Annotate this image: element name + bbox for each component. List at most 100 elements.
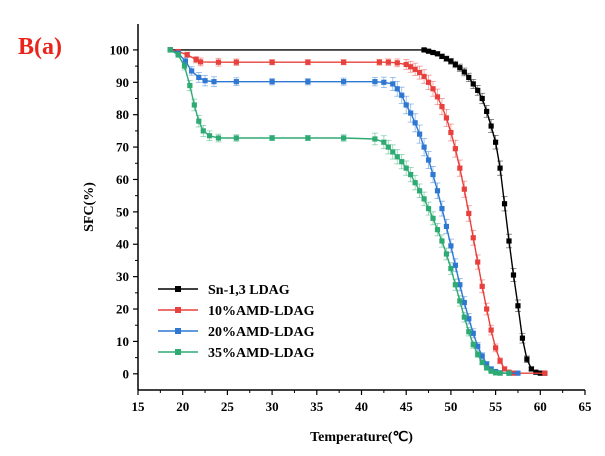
data-point — [376, 59, 382, 65]
x-tick-label: 25 — [221, 399, 235, 414]
data-point — [434, 188, 441, 194]
data-point — [269, 79, 275, 85]
data-point — [542, 370, 548, 376]
data-point — [417, 188, 423, 194]
legend-marker — [175, 349, 181, 355]
data-point — [394, 60, 400, 66]
y-tick-label: 10 — [116, 334, 129, 349]
data-point — [497, 358, 503, 364]
data-point — [233, 135, 239, 141]
y-tick-label: 70 — [116, 140, 129, 155]
data-point — [175, 52, 181, 58]
y-tick-label: 100 — [110, 42, 130, 57]
plot-area — [167, 47, 548, 376]
data-point — [421, 196, 427, 202]
series-4 — [167, 47, 512, 376]
x-tick-label: 30 — [266, 399, 279, 414]
data-point — [408, 110, 414, 116]
data-point — [425, 79, 432, 85]
data-point — [189, 68, 195, 74]
data-point — [187, 82, 193, 89]
data-point — [196, 74, 202, 81]
data-point — [197, 59, 204, 65]
data-point — [510, 272, 517, 278]
data-point — [215, 135, 222, 141]
data-point — [501, 201, 508, 207]
data-point — [461, 314, 467, 320]
y-tick-label: 20 — [116, 302, 129, 317]
x-tick-label: 60 — [534, 399, 547, 414]
data-point — [390, 149, 396, 155]
data-point — [497, 165, 503, 171]
data-point — [452, 262, 458, 268]
data-point — [430, 86, 436, 92]
data-point — [470, 330, 476, 336]
data-point — [488, 123, 494, 129]
data-point — [448, 58, 454, 64]
data-point — [211, 79, 217, 85]
data-point — [430, 215, 436, 221]
data-point — [191, 102, 197, 108]
y-tick-label: 0 — [123, 366, 130, 381]
data-point — [466, 316, 472, 322]
data-point — [193, 57, 199, 63]
data-point — [448, 129, 454, 136]
data-point — [305, 79, 311, 85]
data-point — [475, 351, 481, 357]
data-point — [182, 58, 188, 64]
legend-item: 35%AMD-LDAG — [158, 346, 315, 361]
data-point — [269, 59, 275, 65]
data-point — [394, 154, 400, 160]
data-point — [533, 369, 539, 375]
data-point — [501, 366, 508, 372]
legend-label: 10%AMD-LDAG — [208, 304, 315, 319]
data-point — [421, 47, 427, 53]
data-point — [493, 345, 499, 351]
data-point — [430, 172, 436, 178]
x-tick-label: 15 — [132, 399, 146, 414]
series-2 — [167, 47, 548, 376]
data-point — [412, 120, 418, 126]
data-point — [421, 73, 427, 80]
data-point — [167, 47, 173, 53]
data-point — [399, 159, 405, 165]
x-tick-label: 35 — [310, 399, 324, 414]
y-tick-label: 90 — [116, 75, 129, 90]
data-point — [475, 87, 481, 93]
legend: Sn-1,3 LDAG 10%AMD-LDAG 20%AMD-LDAG 35%AMD-… — [158, 283, 315, 361]
x-tick-label: 45 — [400, 399, 414, 414]
data-point — [479, 283, 485, 289]
x-tick-label: 50 — [444, 399, 457, 414]
data-point — [443, 251, 450, 257]
data-point — [479, 95, 485, 102]
x-tick-label: 55 — [489, 399, 503, 414]
data-point — [425, 48, 432, 54]
data-point — [506, 370, 512, 376]
data-point — [233, 59, 239, 65]
data-point — [305, 59, 311, 65]
data-point — [448, 265, 454, 272]
data-point — [466, 210, 472, 217]
data-point — [394, 86, 400, 92]
data-point — [439, 53, 445, 59]
legend-item: 10%AMD-LDAG — [158, 304, 315, 319]
data-point — [457, 65, 463, 71]
data-point — [417, 69, 423, 76]
data-point — [457, 282, 463, 288]
data-point — [403, 165, 409, 171]
data-point — [181, 63, 188, 69]
data-point — [461, 299, 467, 306]
data-point — [443, 56, 450, 62]
y-tick-label: 80 — [116, 107, 129, 122]
legend-marker — [175, 307, 181, 313]
data-point — [412, 66, 418, 72]
data-point — [372, 136, 378, 142]
data-point — [493, 370, 499, 376]
data-point — [515, 370, 521, 376]
data-point — [408, 172, 414, 178]
data-point — [390, 81, 396, 87]
data-point — [385, 59, 391, 65]
data-point — [399, 92, 405, 98]
data-point — [484, 306, 490, 312]
legend-label: 20%AMD-LDAG — [208, 325, 315, 340]
